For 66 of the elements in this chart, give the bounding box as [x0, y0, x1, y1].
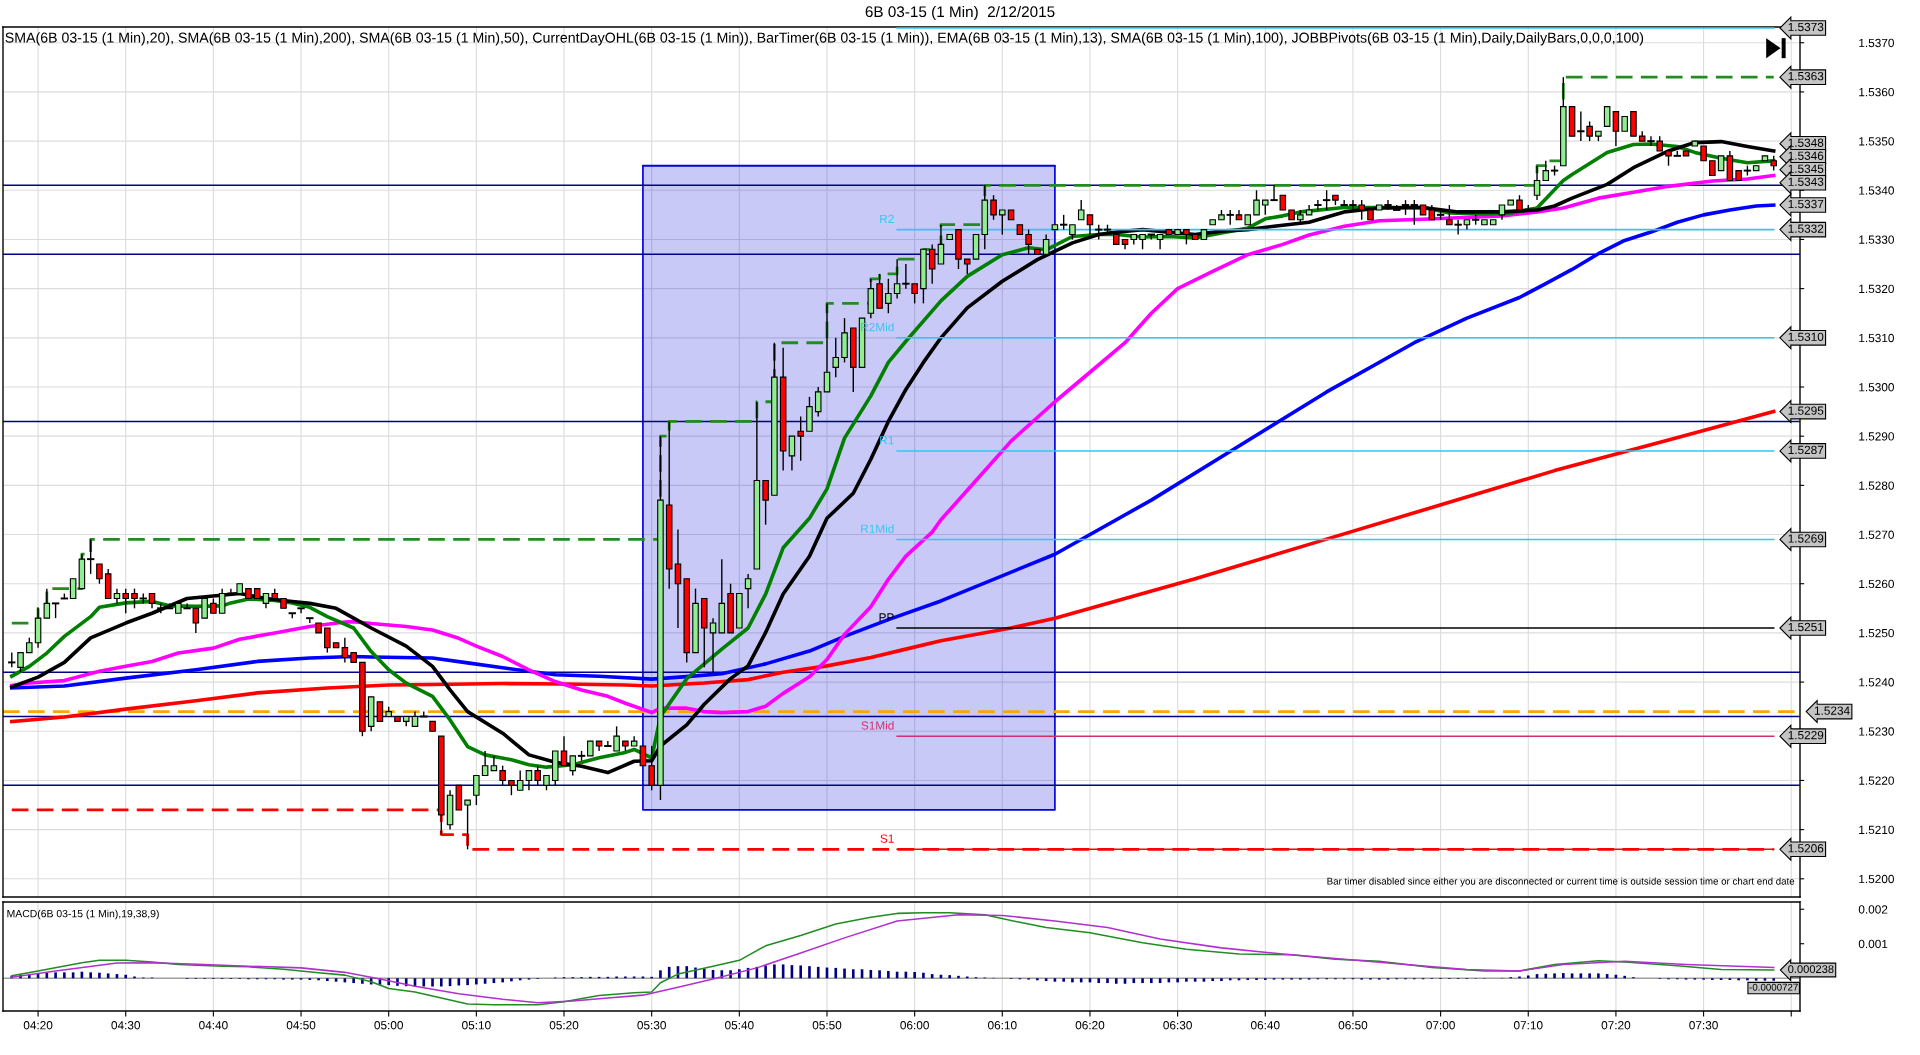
- y-tick-label: 1.5320: [1859, 284, 1894, 294]
- y-tick-label: 1.5310: [1859, 333, 1894, 343]
- x-tick-label: 06:00: [900, 1021, 929, 1030]
- x-tick-label: 04:30: [111, 1021, 141, 1030]
- x-tick-label: 05:40: [725, 1021, 754, 1030]
- y-tick-label: 1.5290: [1859, 432, 1894, 441]
- x-tick-label: 04:20: [23, 1021, 53, 1030]
- x-tick-label: 06:10: [988, 1021, 1017, 1030]
- x-tick-label: 05:00: [374, 1021, 404, 1030]
- x-tick-label: 07:20: [1601, 1021, 1631, 1030]
- y-tick-label: 1.5260: [1859, 579, 1894, 589]
- text: 1.5345: [1788, 164, 1824, 173]
- x-tick-label: 05:20: [549, 1021, 579, 1030]
- y-tick-label: 1.5280: [1859, 481, 1894, 490]
- y-tick-label: 1.5300: [1859, 383, 1894, 392]
- data-label: 1.5343: [1788, 177, 1824, 186]
- x-tick-label: 06:20: [1075, 1021, 1105, 1030]
- series-label: S1Mid: [861, 721, 894, 730]
- y-tick-label: 1.5340: [1859, 186, 1894, 195]
- data-label: 1.5269: [1788, 534, 1824, 543]
- x-tick-label: 06:50: [1338, 1021, 1368, 1030]
- series-label: S1: [880, 834, 894, 843]
- annotation: Bar timer disabled since either you are disconnected or current time is outside session time or chart end date: [1327, 877, 1795, 887]
- y-tick-label: 0.001: [1858, 939, 1888, 949]
- data-label: 1.5346: [1788, 151, 1824, 160]
- y-tick-label: 1.5230: [1859, 727, 1894, 736]
- x-tick-label: 06:30: [1163, 1021, 1192, 1030]
- x-tick-label: 06:40: [1250, 1021, 1280, 1030]
- series-label: R2: [880, 214, 894, 224]
- x-tick-label: 04:40: [199, 1021, 228, 1030]
- data-label: 1.5229: [1788, 730, 1824, 740]
- y-tick-label: 1.5360: [1859, 87, 1894, 97]
- y-tick-label: 1.5210: [1859, 825, 1894, 835]
- x-tick-label: 07:10: [1513, 1021, 1543, 1030]
- data-label: 1.5310: [1788, 332, 1824, 341]
- data-label: 1.5373: [1788, 22, 1824, 32]
- data-label: -0.0000727: [1749, 983, 1798, 991]
- chart-title: 6B 03-15 (1 Min) 2/12/2015: [865, 5, 1055, 21]
- series-label: R1Mid: [861, 524, 894, 533]
- x-tick-label: 05:30: [637, 1021, 666, 1030]
- y-tick-label: 1.5240: [1859, 678, 1894, 687]
- data-label: 1.5287: [1788, 445, 1824, 455]
- y-tick-label: 1.5350: [1859, 137, 1894, 146]
- data-label: 1.5206: [1788, 844, 1824, 853]
- data-label: 1.5363: [1788, 71, 1824, 81]
- ref-line-label: 1.5234: [1814, 706, 1850, 715]
- y-tick-label: 0.002: [1858, 905, 1888, 914]
- text: MACD(6B 03-15 (1 Min),19,38,9): [7, 909, 159, 920]
- y-tick-label: 1.5250: [1859, 628, 1894, 638]
- data-label: 1.5337: [1788, 199, 1824, 209]
- x-tick-label: 07:00: [1426, 1021, 1455, 1030]
- data-label: 1.5348: [1788, 138, 1824, 147]
- x-tick-label: 07:30: [1689, 1021, 1718, 1030]
- y-tick-label: 1.5200: [1859, 874, 1894, 884]
- data-label: 1.5332: [1788, 224, 1824, 233]
- y-tick-label: 1.5270: [1859, 530, 1894, 539]
- data-label: 0.000238: [1788, 965, 1834, 973]
- data-label: 1.5295: [1788, 406, 1824, 415]
- x-tick-label: 05:10: [462, 1021, 491, 1030]
- x-tick-label: 04:50: [286, 1021, 316, 1030]
- y-tick-label: 1.5330: [1859, 235, 1894, 244]
- y-tick-label: 1.5370: [1859, 38, 1894, 48]
- x-tick-label: 05:50: [812, 1021, 842, 1030]
- data-label: 1.5251: [1788, 622, 1824, 632]
- y-tick-label: 1.5220: [1859, 776, 1894, 785]
- chart-subtitle: SMA(6B 03-15 (1 Min),20), SMA(6B 03-15 (1 Min),200), SMA(6B 03-15 (1 Min),50), CurrentDayOHL(6B 03-15 (1 Min)), BarTimer(6B 03-15 (1 Min)), EMA(6B 03-15 (1 Min),13), SMA(6B 03-15 (1 Min),100), JOBBPivots(6B 03-15 (1 Min),Daily,DailyBars,0,0,0,100): [5, 32, 1644, 46]
